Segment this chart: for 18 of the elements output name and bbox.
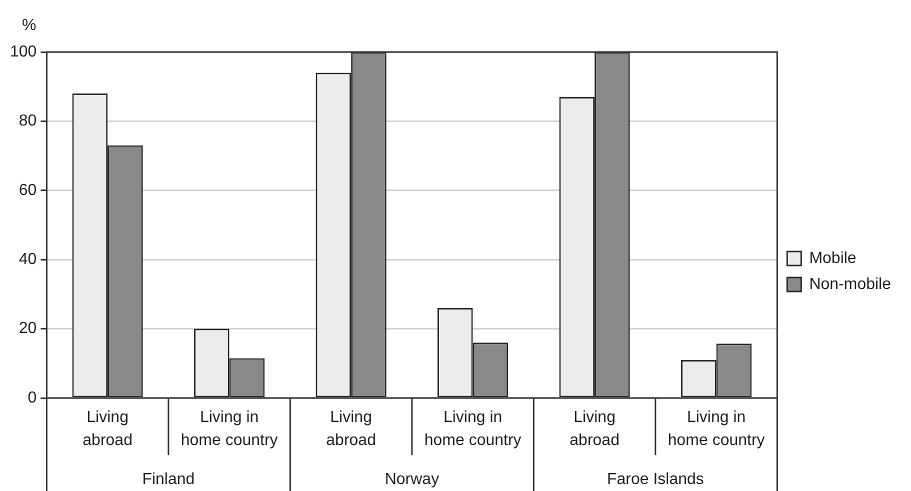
legend-label: Non-mobile [809,276,892,293]
x-tick-label: Living in home country [424,409,522,449]
x-tick-label: Living abroad [570,409,620,449]
y-tick-label: 100 [10,43,37,60]
y-tick-label: 40 [18,251,37,268]
legend-label: Mobile [809,250,856,267]
x-tick-label: Living in home country [668,409,765,449]
text: Finland [142,471,195,488]
y-tick-label: 80 [18,112,37,130]
y-tick-label: 60 [18,182,37,199]
x-tick-label: Living abroad [326,409,376,449]
text: Norway [384,471,440,488]
y-axis-title: % [22,17,36,34]
x-tick-label: Living in home country [180,409,278,449]
x-tick-label: Living abroad [82,409,132,449]
text: Faroe Islands [606,471,704,488]
y-tick-label: 0 [28,389,37,406]
y-tick-label: 20 [18,320,37,338]
